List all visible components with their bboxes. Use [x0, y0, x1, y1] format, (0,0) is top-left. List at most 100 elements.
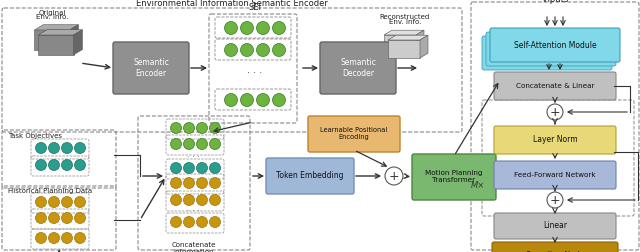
- Circle shape: [257, 93, 269, 107]
- Text: Learnable Positional
Encoding: Learnable Positional Encoding: [321, 128, 388, 141]
- Circle shape: [170, 177, 182, 188]
- Circle shape: [209, 122, 221, 134]
- Circle shape: [49, 212, 60, 224]
- Text: SEI: SEI: [248, 3, 262, 12]
- FancyBboxPatch shape: [113, 42, 189, 94]
- Circle shape: [241, 21, 253, 35]
- Polygon shape: [384, 30, 424, 35]
- Text: Layer Norm: Layer Norm: [532, 136, 577, 144]
- FancyBboxPatch shape: [494, 213, 616, 239]
- Circle shape: [170, 195, 182, 205]
- Text: Feed-Forward Network: Feed-Forward Network: [514, 172, 596, 178]
- Circle shape: [74, 197, 86, 207]
- Circle shape: [184, 177, 195, 188]
- Circle shape: [184, 139, 195, 149]
- FancyBboxPatch shape: [494, 161, 616, 189]
- Text: Token Embedding: Token Embedding: [276, 172, 344, 180]
- Polygon shape: [74, 30, 83, 55]
- FancyBboxPatch shape: [308, 116, 400, 152]
- FancyBboxPatch shape: [412, 154, 496, 200]
- Text: Original: Original: [38, 10, 66, 16]
- Circle shape: [196, 195, 207, 205]
- FancyBboxPatch shape: [266, 158, 354, 194]
- Circle shape: [184, 195, 195, 205]
- FancyBboxPatch shape: [490, 28, 620, 62]
- Polygon shape: [388, 35, 428, 40]
- Text: +: +: [550, 194, 560, 206]
- Text: · · ·: · · ·: [188, 207, 200, 216]
- Circle shape: [170, 122, 182, 134]
- Circle shape: [49, 160, 60, 171]
- Circle shape: [196, 139, 207, 149]
- Text: Semantic
Encoder: Semantic Encoder: [133, 58, 169, 78]
- Circle shape: [257, 21, 269, 35]
- Polygon shape: [38, 35, 74, 55]
- Circle shape: [225, 21, 237, 35]
- Text: Task Objectives: Task Objectives: [8, 133, 62, 139]
- Circle shape: [225, 93, 237, 107]
- Text: Concatenate & Linear: Concatenate & Linear: [516, 83, 595, 89]
- Circle shape: [273, 21, 285, 35]
- Circle shape: [49, 233, 60, 243]
- Polygon shape: [38, 30, 83, 35]
- Polygon shape: [35, 25, 78, 30]
- Circle shape: [196, 177, 207, 188]
- Text: M×: M×: [471, 180, 485, 190]
- Circle shape: [257, 44, 269, 56]
- Circle shape: [61, 160, 72, 171]
- Text: Semantic
Decoder: Semantic Decoder: [340, 58, 376, 78]
- Circle shape: [61, 142, 72, 153]
- FancyBboxPatch shape: [494, 126, 616, 154]
- Circle shape: [35, 212, 47, 224]
- Circle shape: [547, 192, 563, 208]
- Circle shape: [241, 93, 253, 107]
- Circle shape: [170, 216, 182, 228]
- Circle shape: [49, 142, 60, 153]
- Circle shape: [61, 233, 72, 243]
- FancyBboxPatch shape: [482, 36, 612, 70]
- Text: Env. Info.: Env. Info.: [389, 19, 421, 25]
- Text: Env. Info.: Env. Info.: [36, 14, 68, 20]
- Circle shape: [170, 139, 182, 149]
- Text: Self-Attention Module: Self-Attention Module: [514, 41, 596, 49]
- Circle shape: [225, 44, 237, 56]
- Polygon shape: [416, 30, 424, 53]
- Circle shape: [49, 197, 60, 207]
- Circle shape: [74, 233, 86, 243]
- FancyBboxPatch shape: [494, 72, 616, 100]
- Text: Motion Planning
Transformer: Motion Planning Transformer: [425, 171, 483, 183]
- Text: · · ·: · · ·: [188, 152, 200, 162]
- Circle shape: [170, 163, 182, 173]
- Circle shape: [61, 212, 72, 224]
- Circle shape: [184, 163, 195, 173]
- Text: ·
·
·: · · ·: [58, 222, 60, 238]
- FancyBboxPatch shape: [486, 32, 616, 66]
- Polygon shape: [70, 25, 78, 50]
- Circle shape: [74, 212, 86, 224]
- Text: +: +: [550, 106, 560, 118]
- Text: Concatenate
Information: Concatenate Information: [172, 242, 216, 252]
- Circle shape: [196, 216, 207, 228]
- Circle shape: [184, 216, 195, 228]
- Circle shape: [209, 216, 221, 228]
- Circle shape: [35, 142, 47, 153]
- Polygon shape: [35, 30, 70, 50]
- Circle shape: [196, 122, 207, 134]
- Circle shape: [35, 233, 47, 243]
- Text: Reconstructed: Reconstructed: [380, 14, 430, 20]
- Text: Sampling Node: Sampling Node: [526, 251, 584, 252]
- Text: Historical Planning Data: Historical Planning Data: [8, 188, 92, 194]
- Circle shape: [184, 122, 195, 134]
- Circle shape: [74, 160, 86, 171]
- Circle shape: [35, 197, 47, 207]
- Text: · · ·: · · ·: [248, 68, 262, 78]
- Text: Inputs: Inputs: [542, 0, 568, 4]
- Text: Environmental Information Semantic Encoder: Environmental Information Semantic Encod…: [136, 0, 328, 8]
- Circle shape: [273, 93, 285, 107]
- Circle shape: [209, 177, 221, 188]
- Circle shape: [196, 163, 207, 173]
- Polygon shape: [384, 35, 416, 53]
- Circle shape: [273, 44, 285, 56]
- Polygon shape: [388, 40, 420, 58]
- FancyBboxPatch shape: [492, 242, 618, 252]
